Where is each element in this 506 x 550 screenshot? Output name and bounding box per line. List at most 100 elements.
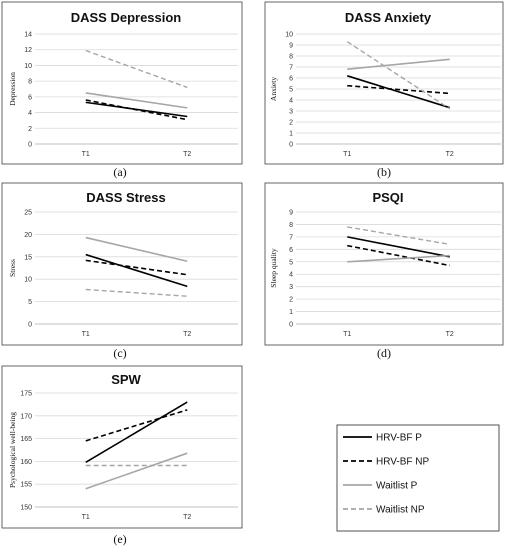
y-tick-label: 160 <box>20 459 32 466</box>
series-line-3 <box>85 92 188 109</box>
chart-panel-3: DASS Stress 0 5 10 15 20 25 Stress T1 T2 (c) <box>1 182 243 360</box>
y-tick-label: 14 <box>24 32 32 39</box>
y-tick-label: 10 <box>24 63 32 70</box>
legend-frame <box>336 424 500 532</box>
panel-frame <box>1 1 243 165</box>
x-tick-label: T2 <box>446 151 454 158</box>
panel-frame <box>1 182 243 346</box>
series-line-3 <box>85 236 188 263</box>
series-line-1 <box>85 401 188 464</box>
y-tick-label: 5 <box>289 87 293 94</box>
legend-label-1: HRV-BF P <box>376 433 422 444</box>
series-line-2 <box>85 409 188 442</box>
y-tick-label: 7 <box>289 234 293 241</box>
y-tick-label: 155 <box>20 482 32 489</box>
y-tick-label: 12 <box>24 47 32 54</box>
x-tick-label: T2 <box>183 331 191 338</box>
y-tick-label: 7 <box>289 65 293 72</box>
y-tick-label: 0 <box>28 142 32 149</box>
panel-caption: (b) <box>377 165 391 179</box>
series-line-4 <box>347 226 450 246</box>
panel-caption: (c) <box>113 346 126 360</box>
series-line-2 <box>347 244 450 267</box>
y-axis-label: Stress <box>8 259 17 277</box>
y-tick-label: 2 <box>28 126 32 133</box>
y-tick-label: 0 <box>289 142 293 149</box>
x-tick-label: T2 <box>183 151 191 158</box>
y-tick-label: 3 <box>289 284 293 291</box>
y-tick-label: 2 <box>289 120 293 127</box>
y-tick-label: 4 <box>289 272 293 279</box>
y-tick-label: 5 <box>28 299 32 306</box>
legend-label-2: HRV-BF NP <box>376 457 429 468</box>
chart-title: DASS Stress <box>86 190 165 205</box>
y-tick-label: 15 <box>24 254 32 261</box>
y-tick-label: 6 <box>289 247 293 254</box>
y-axis-label: Sleep quality <box>269 248 278 288</box>
series-line-1 <box>85 253 188 288</box>
panel-caption: (e) <box>113 532 126 546</box>
chart-title: SPW <box>111 372 141 387</box>
series-line-3 <box>347 58 450 70</box>
y-tick-label: 8 <box>289 54 293 61</box>
x-tick-label: T2 <box>446 331 454 338</box>
y-tick-label: 4 <box>289 98 293 105</box>
y-axis-label: Anxiety <box>269 77 278 101</box>
y-axis-label: Psychological well-being <box>8 412 17 488</box>
x-tick-label: T1 <box>343 151 351 158</box>
series-line-3 <box>347 254 450 263</box>
series-line-4 <box>85 288 188 297</box>
series-line-4 <box>346 41 451 110</box>
y-tick-label: 9 <box>289 43 293 50</box>
series-line-2 <box>85 99 188 121</box>
panel-caption: (d) <box>377 346 391 360</box>
y-tick-label: 1 <box>289 131 293 138</box>
y-tick-label: 8 <box>289 222 293 229</box>
y-tick-label: 6 <box>289 76 293 83</box>
x-tick-label: T1 <box>82 514 90 521</box>
y-tick-label: 1 <box>289 309 293 316</box>
y-tick-label: 150 <box>20 505 32 512</box>
y-tick-label: 10 <box>285 32 293 39</box>
y-tick-label: 8 <box>28 79 32 86</box>
y-tick-label: 9 <box>289 210 293 217</box>
series-line-1 <box>347 236 450 258</box>
y-tick-label: 4 <box>28 110 32 117</box>
panel-frame <box>1 365 243 529</box>
series-line-4 <box>85 49 188 89</box>
y-tick-label: 10 <box>24 277 32 284</box>
chart-title: DASS Anxiety <box>345 10 432 25</box>
series-line-1 <box>347 75 450 109</box>
y-axis-label: Depression <box>8 72 17 106</box>
chart-panel-1: DASS Depression 0 2 4 6 8 10 12 14 Depression T1 T2… <box>1 1 243 179</box>
panel-caption: (a) <box>113 165 126 179</box>
x-tick-label: T2 <box>183 514 191 521</box>
legend-label-3: Waitlist P <box>376 481 418 492</box>
y-tick-label: 0 <box>289 322 293 329</box>
chart-panel-2: DASS Anxiety 0 1 2 3 4 5 6 7 8 9 10 Anxiety T1 T2 (b) <box>264 1 504 179</box>
y-tick-label: 20 <box>24 232 32 239</box>
y-tick-label: 3 <box>289 109 293 116</box>
chart-panel-4: PSQI 0 1 2 3 4 5 6 7 8 9 Sleep quality T1 T2 (d) <box>264 182 504 360</box>
legend: HRV-BF P HRV-BF NP Waitlist P Waitlist NP <box>336 424 500 532</box>
y-tick-label: 2 <box>289 297 293 304</box>
y-tick-label: 170 <box>20 413 32 420</box>
panel-frame <box>264 1 504 165</box>
x-tick-label: T1 <box>82 331 90 338</box>
series-line-2 <box>85 259 188 276</box>
legend-label-4: Waitlist NP <box>376 505 425 516</box>
chart-title: PSQI <box>372 190 403 205</box>
y-tick-label: 25 <box>24 210 32 217</box>
panel-frame <box>264 182 504 346</box>
chart-panel-5: SPW 150 155 160 165 170 175 Psychological well-… <box>1 365 243 546</box>
series-line-3 <box>85 452 188 490</box>
y-tick-label: 6 <box>28 94 32 101</box>
x-tick-label: T1 <box>82 151 90 158</box>
series-line-2 <box>347 84 450 95</box>
y-tick-label: 165 <box>20 436 32 443</box>
chart-title: DASS Depression <box>71 10 182 25</box>
y-tick-label: 5 <box>289 259 293 266</box>
x-tick-label: T1 <box>343 331 351 338</box>
y-tick-label: 0 <box>28 322 32 329</box>
